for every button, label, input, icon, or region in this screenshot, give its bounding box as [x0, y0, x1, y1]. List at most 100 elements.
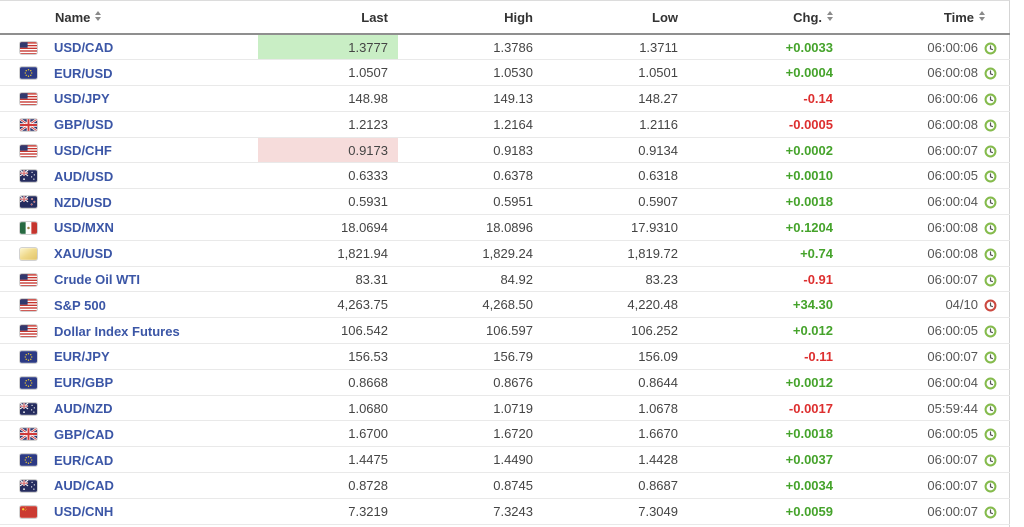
- change-cell: +0.1204: [688, 214, 843, 241]
- change-cell: +0.0012: [688, 369, 843, 396]
- instrument-link[interactable]: AUD/NZD: [54, 401, 113, 417]
- last-cell: 1.6700: [258, 420, 398, 448]
- name-cell: USD/CNH: [0, 498, 258, 525]
- last-cell: 4,263.75: [258, 291, 398, 319]
- time-value: 06:00:08: [927, 245, 978, 261]
- name-cell: USD/JPY: [0, 85, 258, 112]
- clock-icon: [984, 119, 997, 132]
- table-row: USD/CNH 7.3219 7.3243 7.3049 +0.0059 06:…: [0, 498, 1010, 525]
- last-cell: 0.8728: [258, 472, 398, 499]
- high-cell: 84.92: [398, 266, 543, 293]
- clock-icon: [984, 299, 997, 312]
- time-cell: 06:00:06: [843, 34, 1010, 61]
- instrument-link[interactable]: AUD/CAD: [54, 478, 114, 494]
- instrument-link[interactable]: USD/JPY: [54, 91, 110, 107]
- clock-icon: [984, 325, 997, 338]
- sort-icon: [827, 10, 833, 21]
- time-cell: 06:00:04: [843, 188, 1010, 216]
- name-cell: Dollar Index Futures: [0, 317, 258, 345]
- name-cell: AUD/USD: [0, 162, 258, 190]
- time-cell: 06:00:07: [843, 472, 1010, 499]
- instrument-link[interactable]: GBP/CAD: [54, 426, 114, 442]
- last-cell: 0.9173: [258, 137, 398, 164]
- column-header-chg[interactable]: Chg.: [688, 1, 843, 35]
- instrument-link[interactable]: S&P 500: [54, 297, 106, 313]
- time-value: 06:00:04: [927, 374, 978, 390]
- high-cell: 149.13: [398, 85, 543, 112]
- low-cell: 1.0678: [543, 395, 688, 422]
- last-cell: 1.2123: [258, 111, 398, 138]
- name-cell: GBP/USD: [0, 111, 258, 138]
- instrument-link[interactable]: EUR/CAD: [54, 452, 114, 468]
- instrument-link[interactable]: EUR/USD: [54, 65, 113, 81]
- name-cell: USD/CAD: [0, 34, 258, 61]
- time-value: 06:00:07: [927, 271, 978, 287]
- instrument-link[interactable]: NZD/USD: [54, 194, 112, 210]
- table-row: AUD/NZD 1.0680 1.0719 1.0678 -0.0017 05:…: [0, 395, 1010, 422]
- time-cell: 06:00:08: [843, 59, 1010, 87]
- change-cell: +0.0059: [688, 498, 843, 525]
- high-cell: 1.4490: [398, 446, 543, 474]
- instrument-link[interactable]: AUD/USD: [54, 168, 114, 184]
- column-header-name[interactable]: Name: [0, 1, 258, 35]
- table-header-row: Name Last High Low Chg. Time: [0, 1, 1010, 35]
- change-cell: -0.11: [688, 343, 843, 370]
- column-header-time[interactable]: Time: [843, 1, 1010, 35]
- clock-icon: [984, 93, 997, 106]
- high-cell: 4,268.50: [398, 291, 543, 319]
- time-value: 06:00:04: [927, 194, 978, 210]
- instrument-link[interactable]: USD/CAD: [54, 40, 114, 56]
- us-flag-icon: [20, 41, 37, 54]
- gb-flag-icon: [20, 118, 37, 131]
- name-cell: NZD/USD: [0, 188, 258, 216]
- instrument-link[interactable]: USD/MXN: [54, 220, 114, 236]
- low-cell: 83.23: [543, 266, 688, 293]
- change-cell: +0.0018: [688, 420, 843, 448]
- instrument-link[interactable]: USD/CNH: [54, 504, 114, 520]
- au-flag-icon: [20, 479, 37, 492]
- low-cell: 148.27: [543, 85, 688, 112]
- clock-icon: [984, 42, 997, 55]
- high-cell: 1.3786: [398, 34, 543, 61]
- instrument-link[interactable]: EUR/GBP: [54, 375, 114, 391]
- cn-flag-icon: [20, 505, 37, 518]
- table-row: GBP/CAD 1.6700 1.6720 1.6670 +0.0018 06:…: [0, 420, 1010, 448]
- clock-icon: [984, 428, 997, 441]
- high-cell: 156.79: [398, 343, 543, 370]
- gb-flag-icon: [20, 428, 37, 441]
- column-header-high: High: [398, 1, 543, 35]
- change-cell: +0.0002: [688, 137, 843, 164]
- last-cell: 7.3219: [258, 498, 398, 525]
- time-value: 06:00:06: [927, 90, 978, 106]
- instrument-link[interactable]: USD/CHF: [54, 143, 112, 159]
- column-header-chg-label: Chg.: [793, 9, 822, 25]
- instrument-link[interactable]: XAU/USD: [54, 246, 113, 262]
- instrument-link[interactable]: Dollar Index Futures: [54, 323, 180, 339]
- low-cell: 0.8687: [543, 472, 688, 499]
- instrument-link[interactable]: GBP/USD: [54, 117, 114, 133]
- high-cell: 1.0719: [398, 395, 543, 422]
- time-cell: 06:00:08: [843, 240, 1010, 267]
- change-cell: +0.74: [688, 240, 843, 267]
- us-flag-icon: [20, 325, 37, 338]
- high-cell: 1.6720: [398, 420, 543, 448]
- change-cell: -0.14: [688, 85, 843, 112]
- clock-icon: [984, 170, 997, 183]
- last-cell: 106.542: [258, 317, 398, 345]
- low-cell: 0.5907: [543, 188, 688, 216]
- name-cell: GBP/CAD: [0, 420, 258, 448]
- clock-icon: [984, 222, 997, 235]
- clock-icon: [984, 351, 997, 364]
- sort-icon: [95, 10, 102, 21]
- low-cell: 0.6318: [543, 162, 688, 190]
- instrument-link[interactable]: EUR/JPY: [54, 349, 110, 365]
- change-cell: +0.0037: [688, 446, 843, 474]
- us-flag-icon: [20, 299, 37, 312]
- name-cell: S&P 500: [0, 291, 258, 319]
- low-cell: 0.9134: [543, 137, 688, 164]
- high-cell: 18.0896: [398, 214, 543, 241]
- clock-icon: [984, 274, 997, 287]
- instrument-link[interactable]: Crude Oil WTI: [54, 272, 140, 288]
- change-cell: +0.0004: [688, 59, 843, 87]
